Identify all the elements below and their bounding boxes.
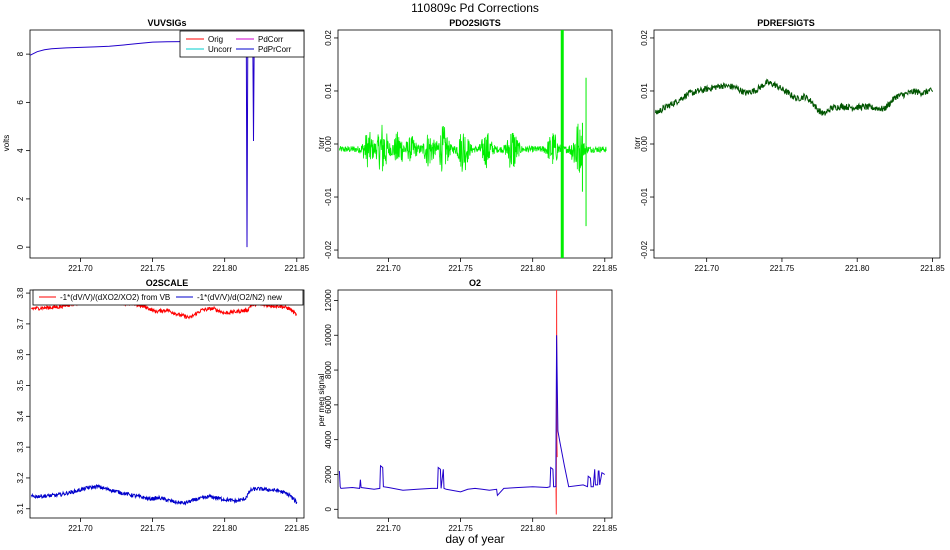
y-tick-label: 2000 (324, 465, 333, 483)
x-tick-label: 221.70 (68, 524, 93, 533)
y-tick-label: 8000 (324, 361, 333, 379)
x-tick-label: 221.70 (376, 524, 401, 533)
panel-title-vuvsigs: VUVSIGs (147, 18, 186, 28)
y-tick-label: 0.01 (640, 83, 649, 99)
ylabel-vuvsigs: volts (2, 135, 11, 151)
plot-area (30, 40, 257, 248)
figure-title: 110809c Pd Corrections (411, 1, 539, 15)
axes-o2scale: 221.70 221.75 221.80 221.85 3.1 3.2 3.3 3.4 3.5 3… (16, 287, 310, 533)
series-line (338, 335, 606, 497)
x-tick-label: 221.80 (520, 264, 545, 273)
x-tick-label: 221.75 (140, 524, 165, 533)
panel-title-o2scale: O2SCALE (146, 278, 189, 288)
x-tick-label: 221.80 (212, 524, 237, 533)
legend-o2scale[interactable]: -1*(dV/V)/(dXO2/XO2) from VB -1*(dV/V)/d… (32, 289, 304, 306)
y-tick-label: 0.02 (324, 30, 333, 46)
y-tick-label: 2 (16, 196, 25, 201)
axes-vuvsigs: 221.70 221.75 221.80 221.85 0 2 4 6 8 (16, 29, 310, 273)
y-tick-label: -0.02 (324, 240, 333, 259)
y-tick-label: 3.6 (16, 349, 25, 361)
x-tick-label: 221.85 (593, 264, 618, 273)
legend-label-pdcorr: PdCorr (258, 35, 284, 44)
plot-frame (653, 29, 941, 259)
x-tick-label: 221.70 (68, 264, 93, 273)
x-tick-label: 221.70 (376, 264, 401, 273)
y-tick-label: 4000 (324, 430, 333, 448)
y-tick-label: 6000 (324, 395, 333, 413)
y-tick-label: -0.02 (640, 240, 649, 259)
legend-label-uncorr: Uncorr (208, 45, 232, 54)
panel-o2: O2 per meg signal 221.70 221.75 221.80 221.… (317, 278, 618, 533)
y-tick-label: 0.00 (324, 136, 333, 152)
ylabel-o2: per meg signal (317, 374, 326, 427)
y-tick-label: 3.7 (16, 318, 25, 330)
plot-area (339, 30, 607, 258)
plot-area (655, 78, 933, 116)
series-line (339, 123, 607, 173)
y-tick-label: 6 (16, 100, 25, 105)
y-tick-label: -0.01 (324, 187, 333, 206)
x-tick-label: 221.75 (770, 264, 795, 273)
series-line (655, 78, 933, 116)
x-tick-label: 221.80 (212, 264, 237, 273)
y-tick-label: 0 (16, 244, 25, 249)
axes-pdo2sigts: 221.70 221.75 221.80 221.85 -0.02 -0.01 0.00 0.… (324, 29, 618, 273)
y-tick-label: 3.2 (16, 472, 25, 484)
y-tick-label: 12000 (324, 289, 333, 312)
x-tick-label: 221.75 (140, 264, 165, 273)
x-tick-label: 221.75 (448, 264, 473, 273)
y-tick-label: 4 (16, 148, 25, 153)
ylabel-pdrefsigts: torr (633, 137, 642, 149)
y-tick-label: 3.8 (16, 287, 25, 299)
legend-box-o2scale (32, 289, 304, 306)
x-tick-label: 221.70 (694, 264, 719, 273)
panel-vuvsigs: VUVSIGs volts 221.70 221.75 221.80 221.8502… (2, 18, 310, 273)
y-tick-label: 0 (324, 507, 333, 512)
plot-area (30, 297, 298, 506)
plot-frame (29, 29, 305, 259)
legend-label-new: -1*(dV/V)/d(O2/N2) new (197, 293, 282, 302)
y-tick-label: 8 (16, 51, 25, 56)
y-tick-label: 0.01 (324, 83, 333, 99)
y-tick-label: 3.5 (16, 379, 25, 391)
series-line (30, 40, 257, 248)
legend-label-pdprcorr: PdPrCorr (258, 45, 292, 54)
legend-label-orig: Orig (208, 35, 223, 44)
x-tick-label: 221.80 (520, 524, 545, 533)
ylabel-pdo2sigts: torr (317, 137, 326, 149)
axes-o2: 221.70 221.75 221.80 221.85 0 2000 4000 6000 800… (324, 289, 618, 533)
panel-title-pdo2sigts: PDO2SIGTS (449, 18, 501, 28)
plot-frame (29, 289, 305, 519)
x-tick-label: 221.85 (285, 524, 310, 533)
x-tick-label: 221.85 (593, 524, 618, 533)
legend-label-vb: -1*(dV/V)/(dXO2/XO2) from VB (60, 293, 170, 302)
panel-title-pdrefsigts: PDREFSIGTS (757, 18, 815, 28)
panel-pdrefsigts: PDREFSIGTS torr 221.70 221.75 221.80 221.85… (633, 18, 945, 273)
figure-xlabel: day of year (445, 532, 504, 546)
x-tick-label: 221.80 (845, 264, 870, 273)
x-tick-label: 221.75 (448, 524, 473, 533)
legend-box-vuvsigs (179, 30, 305, 58)
y-tick-label: 3.4 (16, 410, 25, 422)
panel-o2scale: O2SCALE 221.70 221.75 221.80 221.85 3.1 3.2 3.… (16, 278, 310, 533)
axes-pdrefsigts: 221.70 221.75 221.80 221.85 -0.02 -0.01 0.00 0.… (640, 29, 945, 273)
y-tick-label: 3.3 (16, 441, 25, 453)
plot-area (338, 290, 606, 515)
panel-title-o2: O2 (469, 278, 481, 288)
y-tick-label: 3.1 (16, 503, 25, 515)
series-line (555, 290, 558, 515)
x-tick-label: 221.85 (920, 264, 945, 273)
panel-pdo2sigts: PDO2SIGTS torr 221.70 221.75 221.80 221.85 -… (317, 18, 618, 273)
y-tick-label: 0.02 (640, 30, 649, 46)
series-line (30, 483, 298, 506)
y-tick-label: 0.00 (640, 136, 649, 152)
y-tick-label: -0.01 (640, 187, 649, 206)
plot-frame (337, 289, 613, 519)
legend-vuvsigs[interactable]: Orig Uncorr PdCorr PdPrCorr (179, 30, 305, 58)
y-tick-label: 10000 (324, 324, 333, 347)
x-tick-label: 221.85 (285, 264, 310, 273)
